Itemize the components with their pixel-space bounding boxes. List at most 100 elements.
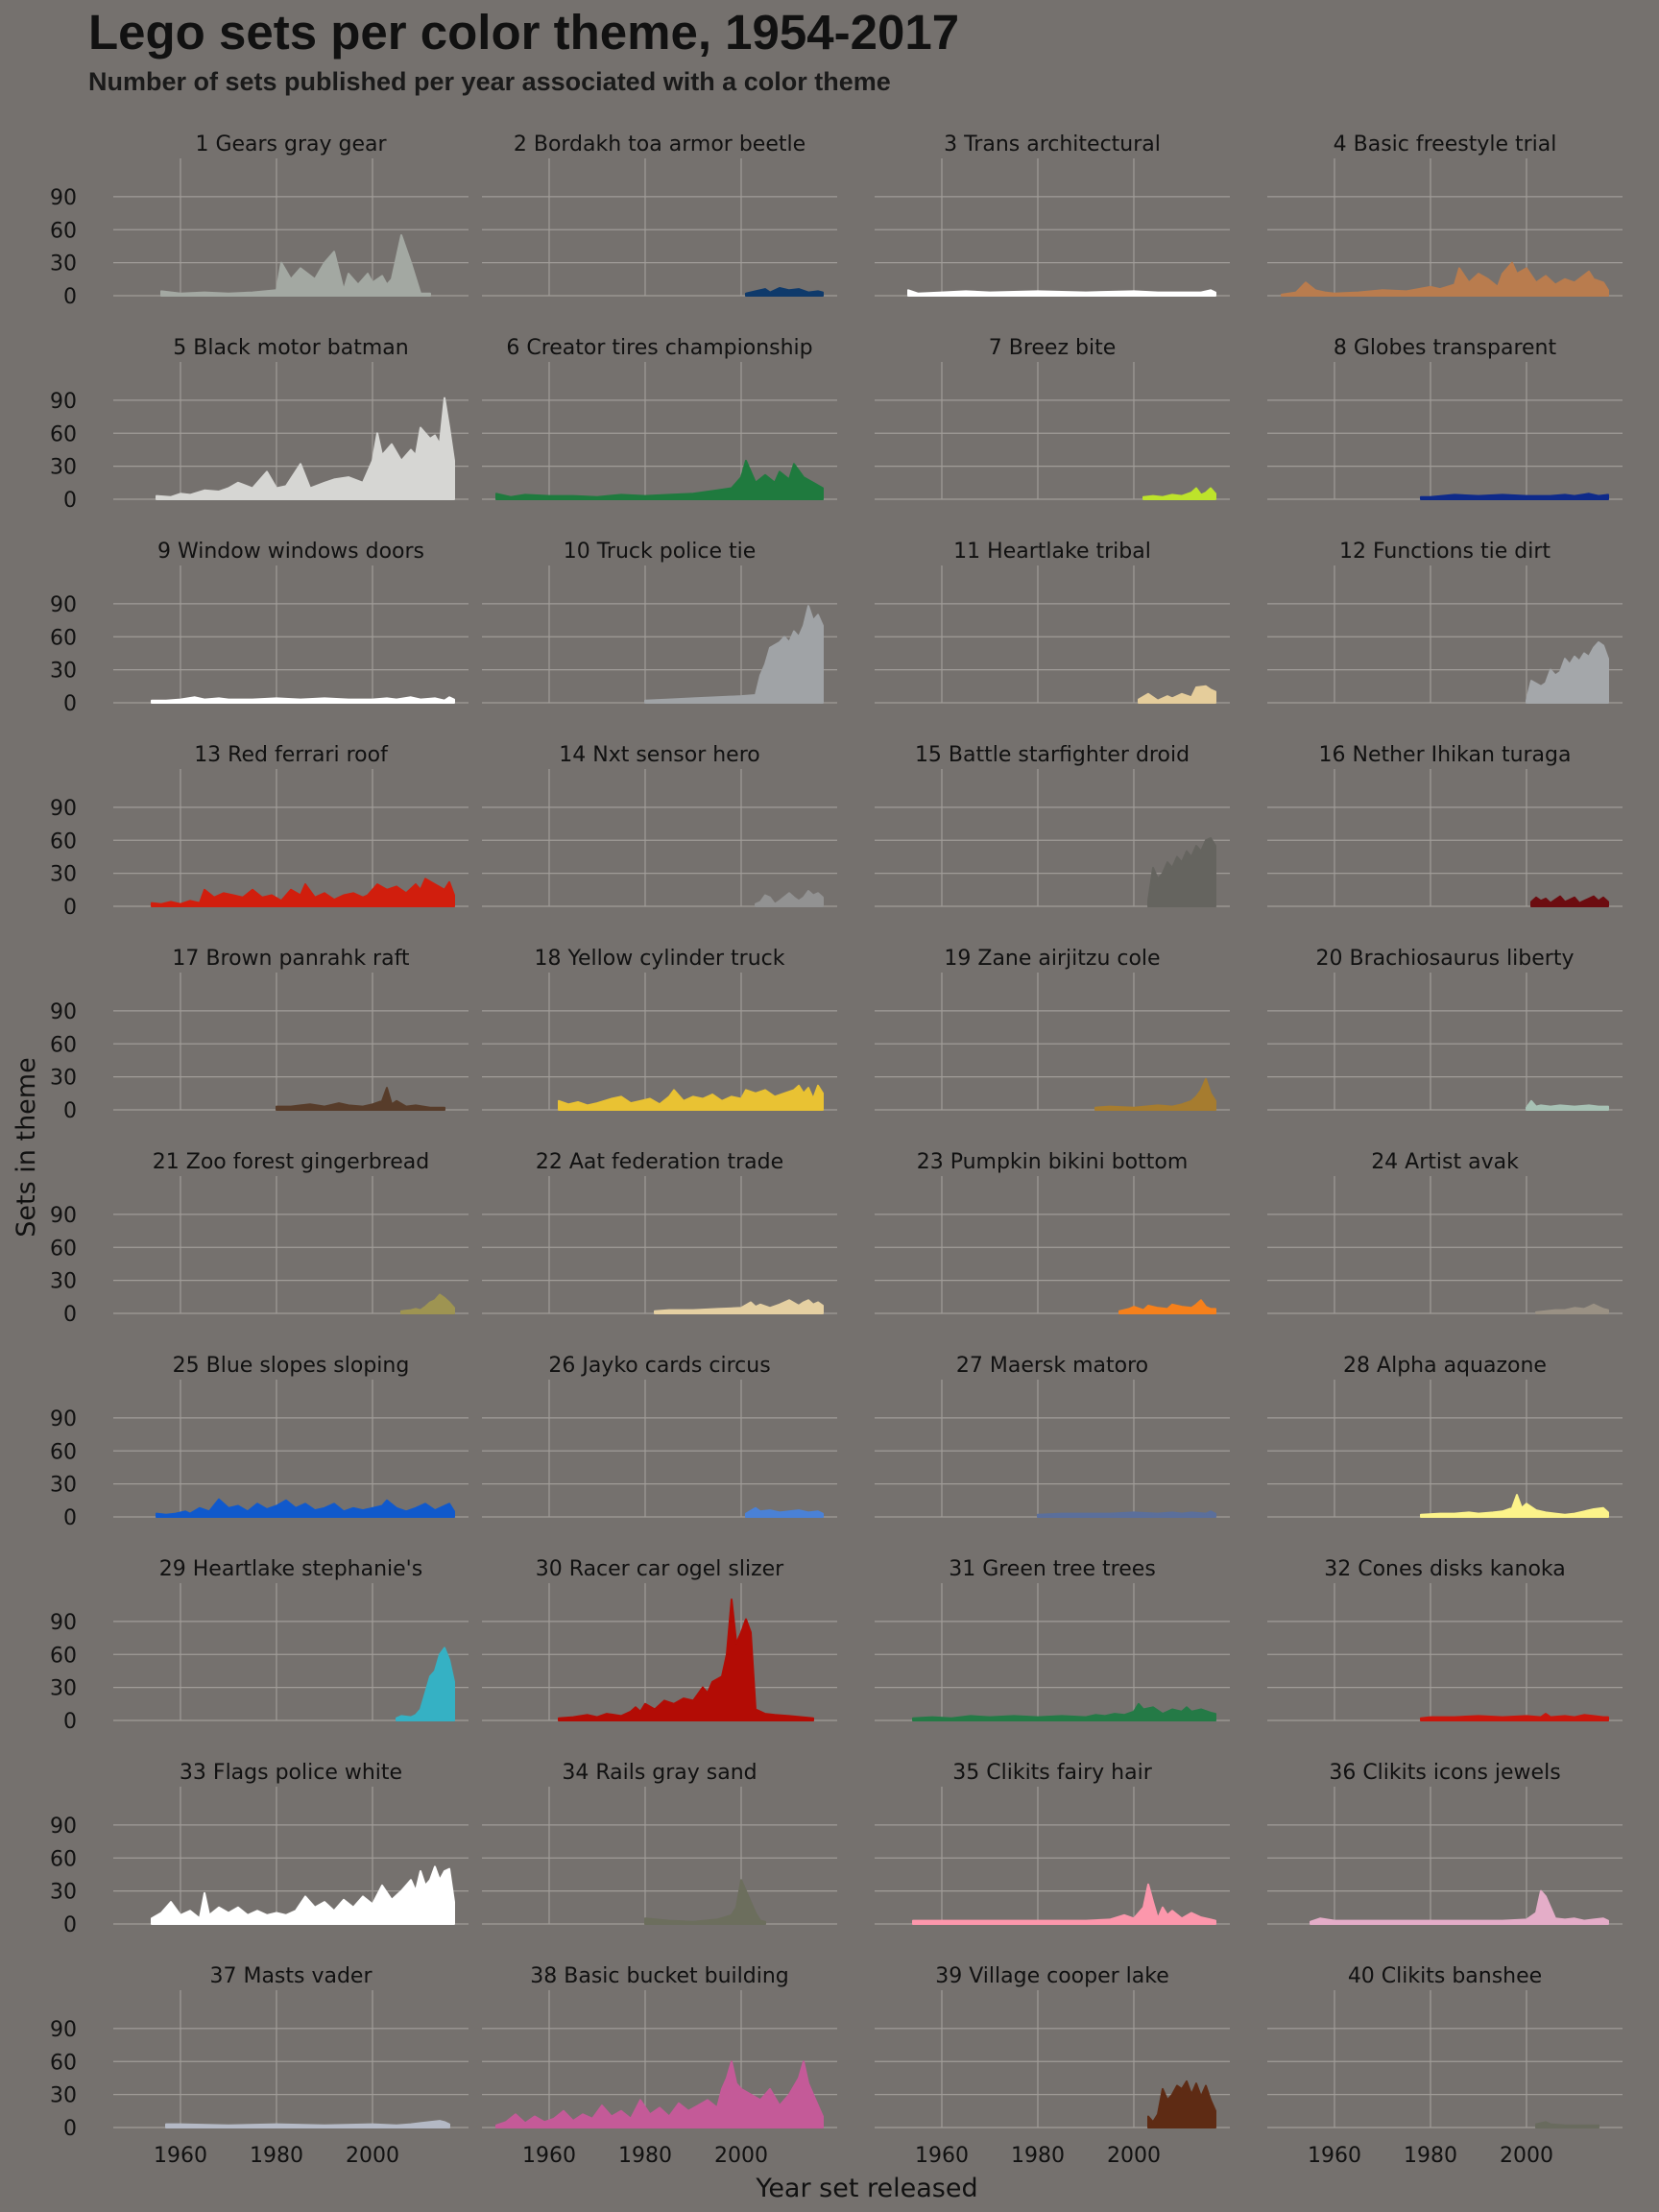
y-tick-label: 90: [50, 186, 77, 210]
y-tick-label: 90: [50, 1204, 77, 1228]
y-tick-label: 90: [50, 1611, 77, 1635]
facet-label: 40 Clikits banshee: [1348, 1964, 1542, 1988]
area-series: [160, 234, 431, 297]
facet-label: 12 Functions tie dirt: [1339, 540, 1551, 564]
y-tick-label: 60: [50, 1440, 77, 1464]
facet-label: 17 Brown panrahk raft: [172, 947, 410, 971]
area-series: [396, 1647, 455, 1721]
facet-label: 37 Masts vader: [209, 1964, 373, 1988]
area-series: [745, 287, 824, 297]
facet-panel: 4 Basic freestyle trial: [1267, 132, 1623, 297]
y-tick-label: 0: [63, 2117, 77, 2141]
x-tick-label: 2000: [1107, 2144, 1161, 2168]
y-tick-label: 30: [50, 1270, 77, 1294]
area-series: [1138, 685, 1216, 704]
x-tick-label: 1980: [618, 2144, 672, 2168]
y-tick-label: 30: [50, 1067, 77, 1091]
facet-panel: 28 Alpha aquazone: [1267, 1354, 1623, 1518]
area-series: [151, 1865, 455, 1925]
area-series: [907, 289, 1216, 297]
area-series: [558, 1084, 824, 1111]
y-tick-label: 60: [50, 626, 77, 650]
facet-label: 7 Breez bite: [989, 336, 1117, 360]
area-series: [644, 1879, 766, 1925]
area-series: [156, 1498, 455, 1518]
x-tick-label: 1960: [154, 2144, 207, 2168]
facet-label: 18 Yellow cylinder truck: [535, 947, 785, 971]
facet-panel: 25 Blue slopes sloping 0 30 60 90: [50, 1354, 469, 1530]
y-tick-label: 0: [63, 1913, 77, 1937]
y-tick-label: 90: [50, 2018, 77, 2042]
x-tick-label: 2000: [346, 2144, 399, 2168]
area-series: [400, 1293, 455, 1314]
area-series: [1420, 493, 1609, 500]
facet-panel: 32 Cones disks kanoka: [1267, 1557, 1623, 1721]
facet-label: 2 Bordakh toa armor beetle: [514, 132, 805, 156]
x-tick-label: 1980: [250, 2144, 303, 2168]
facet-panel: 20 Brachiosaurus liberty: [1267, 947, 1623, 1111]
x-tick-label: 1980: [1404, 2144, 1457, 2168]
area-series: [1310, 1889, 1609, 1925]
facet-label: 11 Heartlake tribal: [953, 540, 1151, 564]
y-tick-label: 90: [50, 593, 77, 617]
area-series: [1094, 1077, 1216, 1111]
x-tick-label: 2000: [714, 2144, 768, 2168]
y-tick-label: 0: [63, 285, 77, 309]
area-series: [1535, 1303, 1609, 1314]
area-series: [495, 2060, 824, 2128]
facet-label: 23 Pumpkin bikini bottom: [917, 1150, 1189, 1174]
facet-panel: 21 Zoo forest gingerbread 0 30 60 90: [50, 1150, 469, 1327]
y-tick-label: 30: [50, 456, 77, 480]
area-series: [745, 1506, 824, 1518]
facet-panel: 26 Jayko cards circus: [482, 1354, 837, 1518]
facet-label: 19 Zane airjitzu cole: [944, 947, 1160, 971]
facet-label: 14 Nxt sensor hero: [559, 743, 759, 767]
facet-label: 31 Green tree trees: [949, 1557, 1156, 1581]
y-tick-label: 60: [50, 1237, 77, 1261]
facet-panel: 31 Green tree trees: [875, 1557, 1230, 1721]
facet-panel: 10 Truck police tie: [482, 540, 837, 704]
facet-label: 39 Village cooper lake: [935, 1964, 1169, 1988]
facet-panel: 15 Battle starfighter droid: [875, 743, 1230, 907]
facet-panel: 22 Aat federation trade: [482, 1150, 837, 1314]
area-series: [755, 890, 824, 907]
facet-panel: 29 Heartlake stephanie's 0 30 60 90: [50, 1557, 469, 1734]
facet-label: 3 Trans architectural: [944, 132, 1161, 156]
facet-panel: 2 Bordakh toa armor beetle: [482, 132, 837, 297]
facet-panel: 24 Artist avak: [1267, 1150, 1623, 1314]
y-tick-label: 60: [50, 1847, 77, 1871]
facet-label: 27 Maersk matoro: [956, 1354, 1148, 1378]
facet-label: 38 Basic bucket building: [530, 1964, 788, 1988]
facet-label: 6 Creator tires championship: [506, 336, 812, 360]
area-series: [558, 1599, 814, 1721]
facet-label: 4 Basic freestyle trial: [1334, 132, 1557, 156]
x-tick-label: 1980: [1011, 2144, 1065, 2168]
facet-label: 24 Artist avak: [1371, 1150, 1519, 1174]
area-series: [644, 605, 824, 704]
area-series: [1526, 641, 1609, 704]
y-tick-label: 30: [50, 1881, 77, 1905]
y-tick-label: 60: [50, 2051, 77, 2075]
facet-panel: 3 Trans architectural: [875, 132, 1230, 297]
y-tick-label: 90: [50, 797, 77, 821]
facet-label: 21 Zoo forest gingerbread: [153, 1150, 429, 1174]
area-series: [1420, 1494, 1609, 1518]
facet-label: 28 Alpha aquazone: [1343, 1354, 1547, 1378]
facet-panel: 19 Zane airjitzu cole: [875, 947, 1230, 1111]
chart-subtitle: Number of sets published per year associ…: [88, 67, 891, 96]
facet-panel: 18 Yellow cylinder truck: [482, 947, 837, 1111]
facet-panel: 7 Breez bite: [875, 336, 1230, 500]
area-series: [1147, 837, 1216, 907]
area-series: [912, 1702, 1216, 1721]
area-series: [1530, 895, 1609, 907]
facet-panel: 35 Clikits fairy hair: [875, 1761, 1230, 1925]
area-series: [1142, 487, 1216, 500]
x-tick-label: 2000: [1500, 2144, 1553, 2168]
y-tick-label: 90: [50, 1815, 77, 1839]
y-tick-label: 90: [50, 1000, 77, 1024]
area-series: [156, 397, 455, 500]
x-tick-label: 1960: [522, 2144, 576, 2168]
y-tick-label: 30: [50, 2084, 77, 2108]
facet-label: 8 Globes transparent: [1334, 336, 1557, 360]
y-tick-label: 0: [63, 1303, 77, 1327]
